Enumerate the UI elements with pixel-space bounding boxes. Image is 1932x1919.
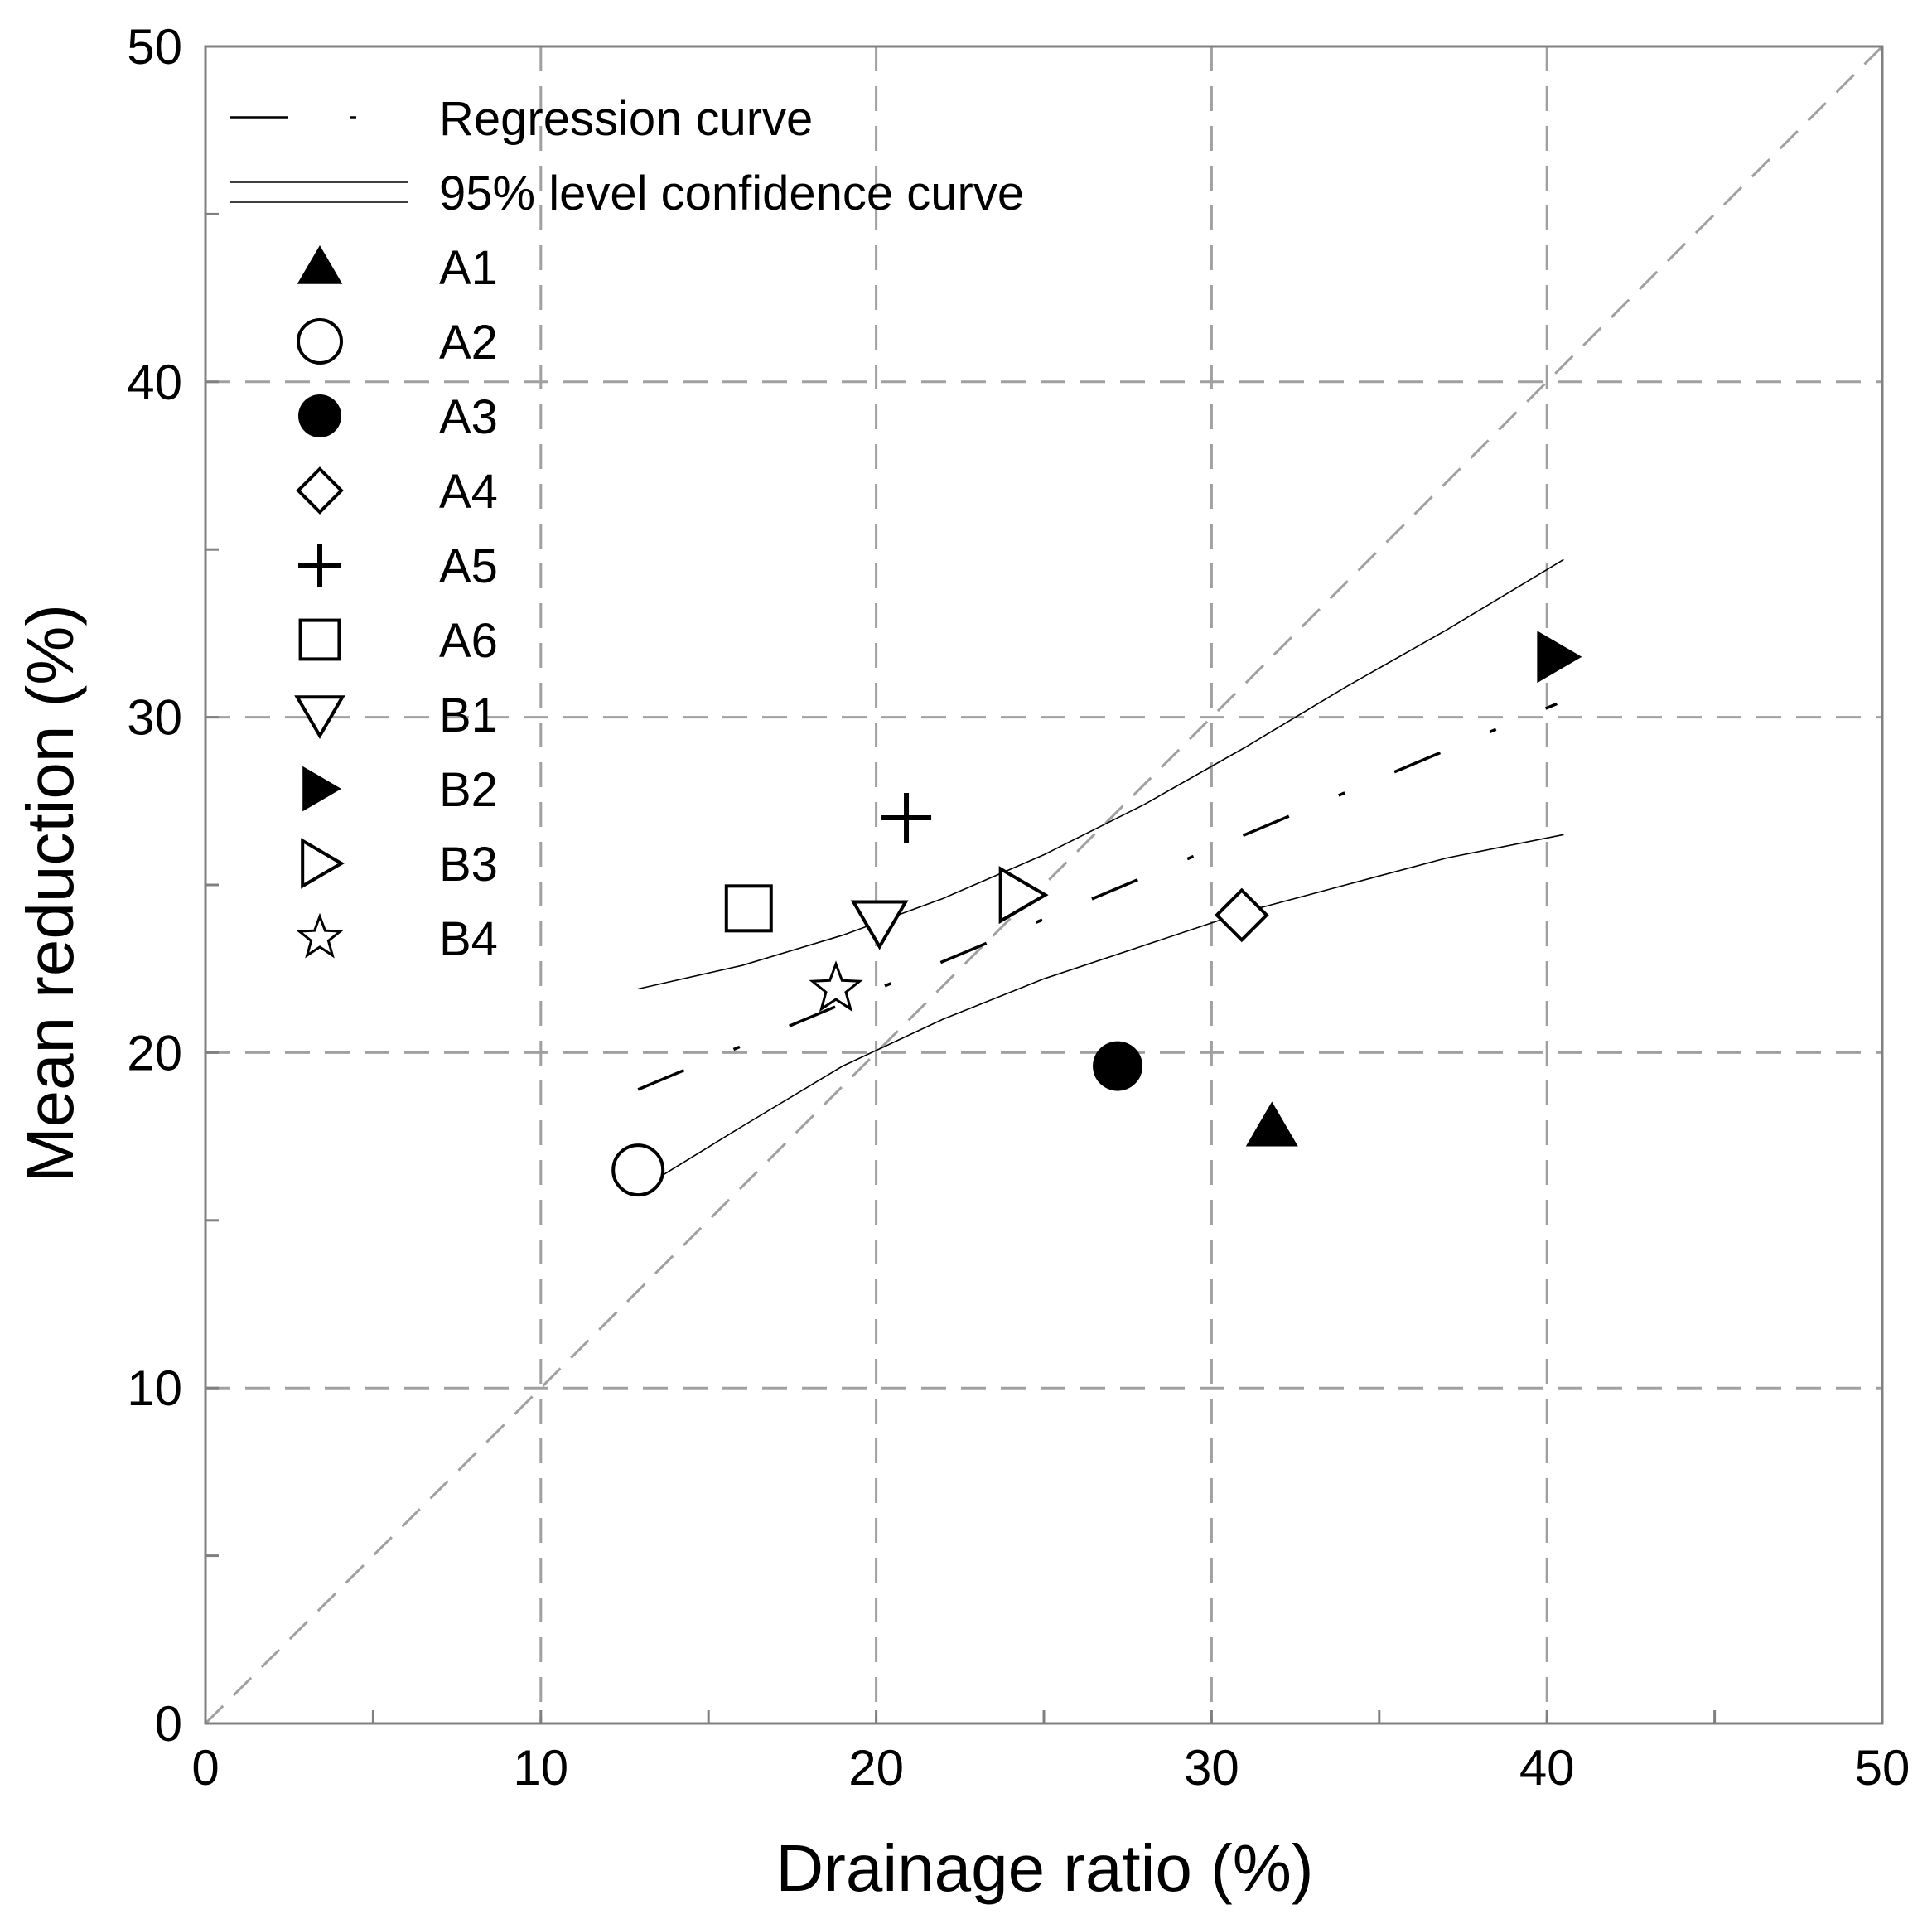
legend-label: Regression curve (439, 92, 813, 146)
legend-marker-b4 (296, 912, 344, 959)
legend-marker-a2 (297, 318, 343, 365)
legend-label: A6 (439, 614, 498, 668)
y-tick-label: 30 (127, 690, 182, 746)
legend-label: B2 (439, 763, 498, 817)
legend-label: A3 (439, 390, 498, 444)
legend-label: 95% level confidence curve (439, 167, 1024, 220)
legend: Regression curve 95% level confidence cur… (230, 92, 1024, 966)
data-point-b2 (1537, 631, 1582, 684)
legend-label: B1 (439, 689, 498, 742)
x-tick-label: 40 (1519, 1740, 1575, 1796)
data-point-a3 (1093, 1041, 1143, 1091)
legend-marker-b1 (294, 695, 345, 739)
data-point-a4 (1215, 887, 1269, 943)
axis-ticks: 0 10 20 30 40 50 0 10 20 30 40 50 (127, 19, 1910, 1796)
grid-lines (205, 46, 1882, 1723)
data-point-a5 (881, 793, 932, 843)
legend-marker-a3 (298, 394, 341, 437)
data-point-b1 (850, 900, 909, 950)
data-point-b4 (809, 960, 863, 1013)
data-point-a1 (1245, 1101, 1298, 1147)
legend-label: A4 (439, 465, 498, 519)
x-axis-title: Drainage ratio (%) (775, 1831, 1313, 1905)
regression-curve (637, 702, 1558, 1091)
x-tick-label: 50 (1855, 1740, 1910, 1796)
legend-marker-a4 (296, 466, 344, 515)
legend-marker-b2 (302, 766, 341, 812)
legend-label: B3 (439, 838, 498, 892)
legend-label: A5 (439, 539, 498, 593)
y-tick-label: 10 (127, 1361, 182, 1416)
y-tick-label: 50 (127, 19, 182, 75)
data-markers (611, 631, 1582, 1197)
legend-marker-a5 (298, 544, 341, 587)
data-point-a6 (724, 884, 773, 933)
x-tick-label: 20 (848, 1740, 904, 1796)
y-tick-label: 20 (127, 1025, 182, 1080)
data-point-a2 (611, 1143, 665, 1197)
confidence-curve (638, 558, 1564, 990)
confidence-curve (637, 834, 1564, 1192)
y-tick-label: 0 (155, 1696, 182, 1752)
y-tick-label: 40 (127, 355, 182, 410)
legend-label: A1 (439, 241, 498, 295)
curves-group (637, 558, 1564, 1192)
x-tick-label: 10 (513, 1740, 568, 1796)
data-point-b3 (998, 866, 1049, 925)
legend-label: A2 (439, 316, 498, 370)
legend-marker-a1 (297, 245, 343, 284)
x-tick-label: 30 (1184, 1740, 1239, 1796)
legend-marker-b3 (301, 838, 345, 889)
legend-label: B4 (439, 912, 498, 966)
x-tick-label: 0 (191, 1740, 219, 1796)
legend-marker-a6 (298, 618, 341, 661)
y-axis-title: Mean reduction (%) (13, 604, 87, 1182)
